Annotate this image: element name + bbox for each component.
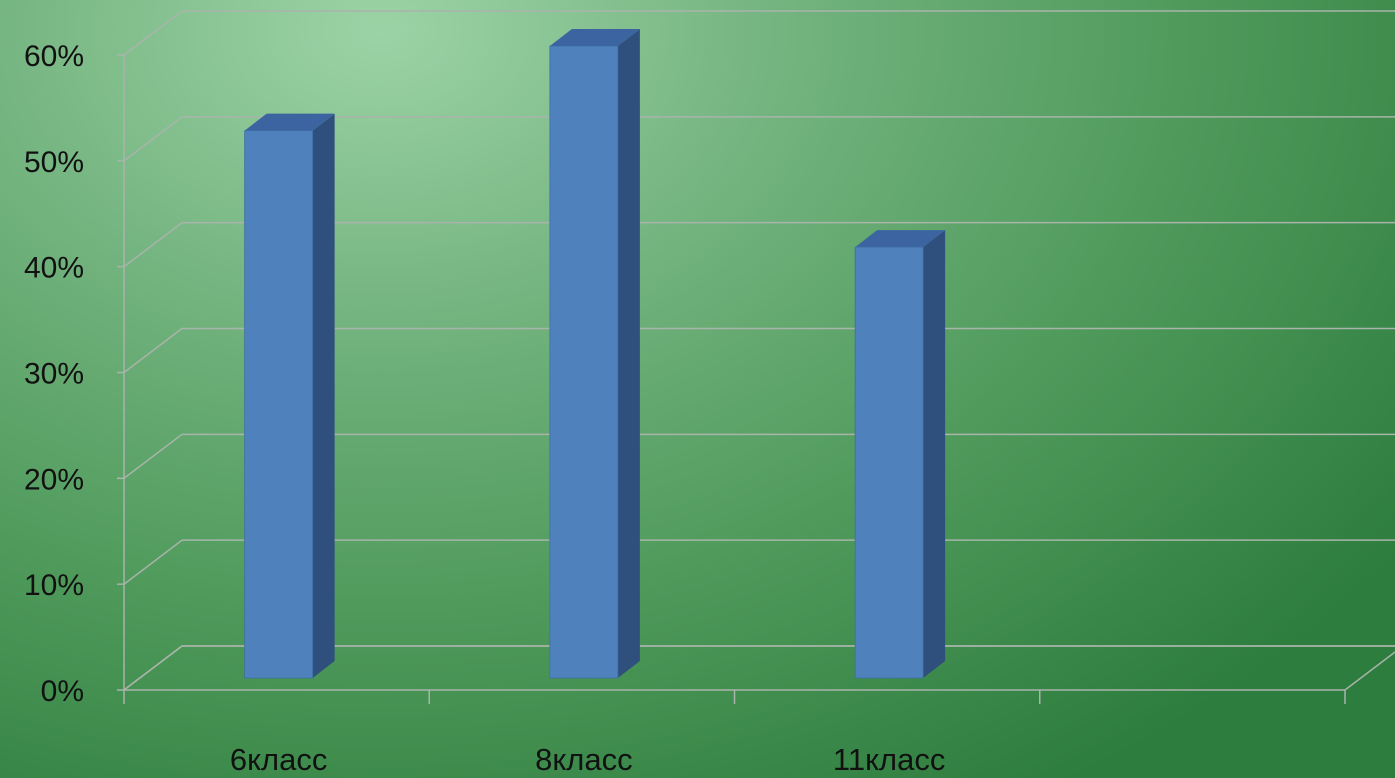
gridline-diagonal	[123, 539, 183, 585]
axes	[117, 54, 1395, 704]
gridline-diagonal	[123, 433, 183, 479]
bars	[244, 29, 946, 679]
y-tick-label: 50%	[24, 146, 84, 179]
gridline-diagonal	[123, 10, 183, 56]
y-tick-label: 40%	[24, 252, 84, 285]
floor	[121, 645, 1395, 691]
bar	[549, 45, 619, 679]
x-tick-label: 11класс	[833, 742, 945, 777]
bar-side	[923, 230, 946, 679]
gridline-diagonal	[123, 327, 183, 374]
gridline-diagonal	[123, 222, 183, 268]
x-tick-label: 8класс	[535, 742, 632, 777]
bar	[854, 246, 924, 679]
labels: 0% 10% 20% 30% 40% 50% 60% 6класс 8класс 11класс	[24, 40, 945, 777]
bar-side	[312, 113, 335, 678]
y-tick-label: 0%	[41, 675, 84, 708]
gridline-diagonal	[123, 116, 183, 162]
bar-top	[244, 113, 335, 131]
bar-side	[617, 29, 640, 678]
y-tick-label: 20%	[24, 463, 84, 496]
y-tick-label: 10%	[24, 569, 84, 602]
y-tick-label: 30%	[24, 358, 84, 391]
bar-top	[855, 230, 946, 248]
bar	[244, 130, 314, 679]
x-tick-label: 6класс	[230, 742, 327, 777]
y-tick-label: 60%	[24, 40, 84, 73]
bar-top	[549, 29, 640, 46]
